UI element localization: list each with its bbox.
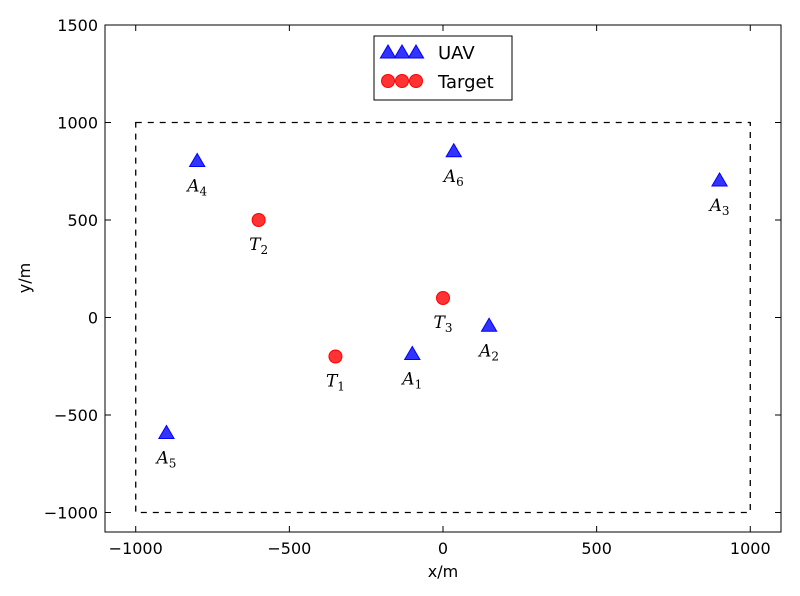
- y-tick-label: 1000: [57, 114, 98, 133]
- y-tick-label: 500: [67, 211, 98, 230]
- uav-marker-a2: [480, 317, 498, 332]
- y-tick-label: 0: [88, 309, 98, 328]
- legend-label-target: Target: [437, 72, 494, 93]
- uav-marker-a4: [188, 152, 206, 167]
- axes-frame: [104, 24, 782, 533]
- target-marker-t3: [436, 291, 450, 305]
- uav-marker-a1: [403, 345, 421, 361]
- legend: UAV Target: [373, 35, 513, 101]
- legend-label-uav: UAV: [438, 43, 475, 64]
- legend-target-marker: [395, 74, 409, 88]
- target-marker-t2: [251, 213, 266, 227]
- x-tick-label: 500: [581, 539, 612, 558]
- uav-marker-a3: [711, 172, 729, 187]
- x-tick-label: 0: [438, 539, 448, 558]
- legend-uav-marker: [379, 44, 397, 59]
- y-tick-label: −1000: [44, 504, 98, 523]
- target-marker-t1: [328, 349, 343, 364]
- x-tick-label: −1000: [109, 539, 163, 558]
- x-tick-label: −500: [267, 539, 311, 558]
- legend-uav-marker: [407, 44, 425, 59]
- legend-box: [373, 35, 513, 101]
- x-tick-label: 1000: [730, 539, 771, 558]
- uav-marker-a6: [445, 142, 463, 158]
- y-tick-label: 1500: [57, 16, 98, 35]
- y-axis-title: y/m: [15, 263, 34, 293]
- legend-uav-marker: [393, 44, 411, 59]
- legend-target-marker: [381, 74, 395, 88]
- legend-target-marker: [409, 74, 423, 88]
- uav-marker-a5: [157, 424, 175, 439]
- y-tick-label: −500: [54, 406, 98, 425]
- x-axis-title: x/m: [428, 562, 458, 581]
- region-boundary: [135, 121, 751, 514]
